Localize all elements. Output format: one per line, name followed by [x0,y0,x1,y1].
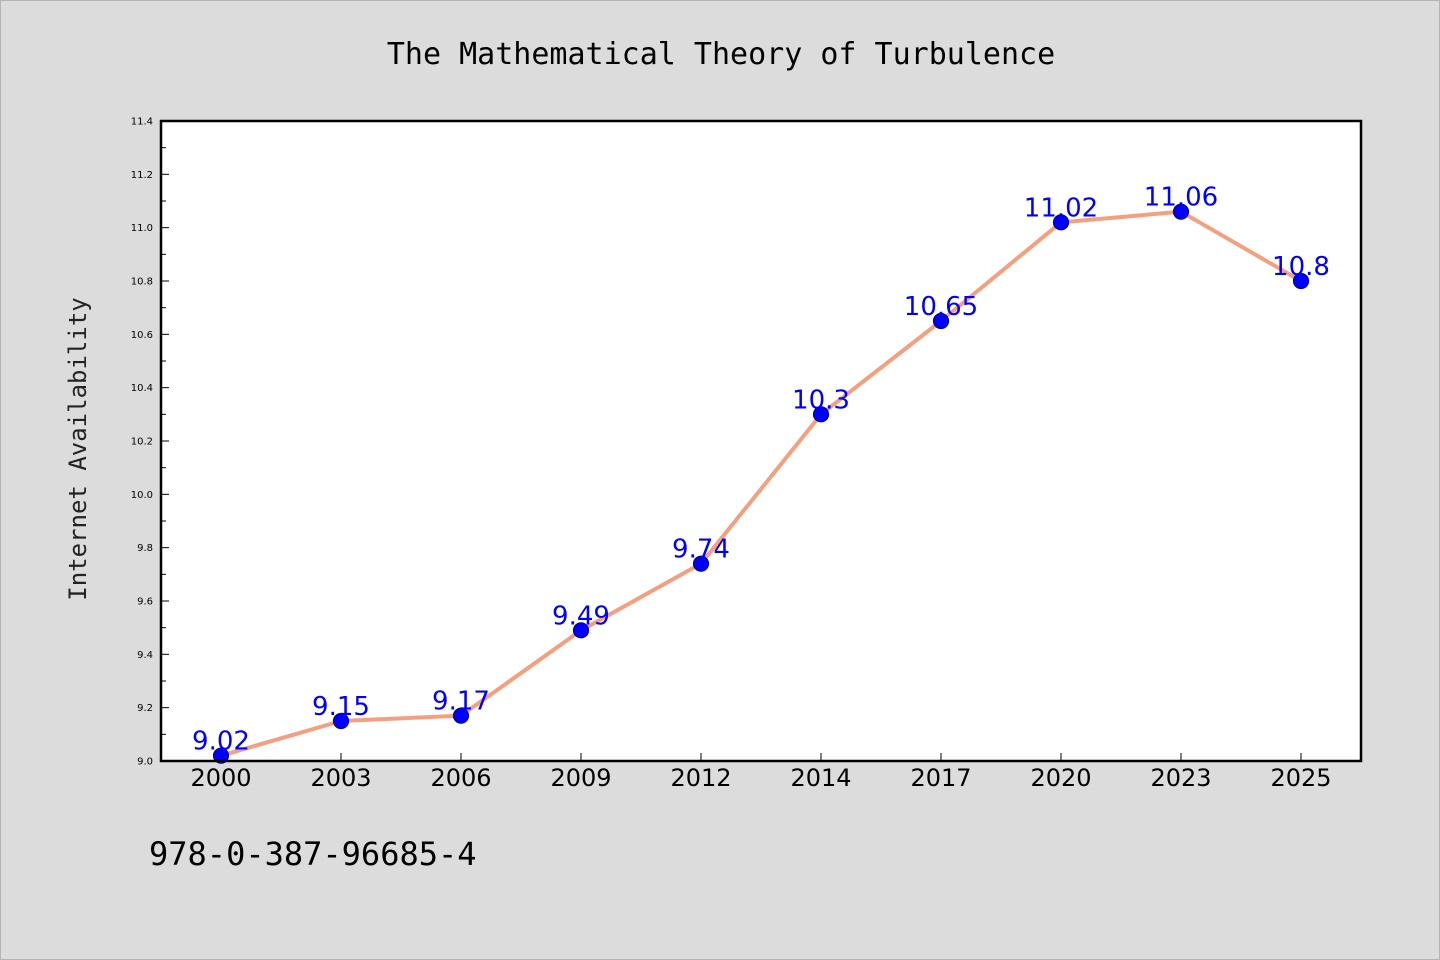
y-tick-label: 10.6 [131,330,153,341]
x-tick-label: 2017 [910,764,971,792]
data-point [692,555,710,572]
data-label: 9.02 [192,727,250,757]
x-tick-label: 2009 [550,764,611,792]
data-point [932,312,950,330]
data-point [1292,272,1310,290]
data-label: 10.3 [792,385,850,415]
data-point [332,712,350,730]
data-markers [212,203,1310,764]
data-point [1052,214,1070,231]
series-line [219,209,1303,758]
data-point [812,406,830,423]
x-tick-label: 2023 [1150,764,1211,792]
data-label: 9.17 [432,687,490,717]
data-label: 9.15 [312,692,370,722]
data-label: 9.74 [672,535,730,565]
x-axis-ticks: 2000 2003 2006 2009 2012 2014 2017 2020 2023 2025 [190,753,1332,792]
y-tick-label: 10.2 [131,437,153,448]
y-tick-label: 10.4 [131,383,153,394]
data-point [452,707,470,724]
y-axis-label: Internet Availability [64,297,92,600]
y-tick-label: 9.2 [137,703,153,714]
data-label: 10.8 [1272,252,1330,282]
chart-title: The Mathematical Theory of Turbulence [387,37,1055,72]
x-tick-label: 2012 [670,764,731,792]
x-tick-label: 2006 [430,764,491,792]
data-label: 9.49 [552,601,610,631]
y-tick-label: 9.4 [137,650,153,661]
y-tick-label: 10.0 [131,490,153,501]
plot-border [159,119,1363,763]
y-tick-label: 9.8 [137,543,153,554]
y-tick-label: 9.0 [137,757,153,768]
data-point [572,622,590,639]
y-tick-label: 11.4 [131,117,153,128]
x-tick-label: 2020 [1030,764,1091,792]
x-tick-label: 2000 [190,764,251,792]
data-point [212,747,230,764]
y-tick-label: 11.0 [131,223,153,234]
y-tick-label: 9.6 [137,597,153,608]
data-label: 11.06 [1144,183,1218,213]
data-label: 10.65 [904,292,978,322]
data-labels: 9.02 9.15 9.17 9.49 9.74 10.3 10.65 11.02 11.06 1… [192,183,1330,757]
isbn-text: 978-0-387-96685-4 [149,835,477,873]
x-tick-label: 2014 [790,764,851,792]
data-point [1172,203,1190,220]
x-tick-label: 2025 [1270,764,1331,792]
y-tick-label: 11.2 [131,170,153,181]
plot-area [161,121,1361,761]
data-label: 11.02 [1024,193,1098,223]
y-tick-label: 10.8 [131,277,153,288]
x-tick-label: 2003 [310,764,371,792]
